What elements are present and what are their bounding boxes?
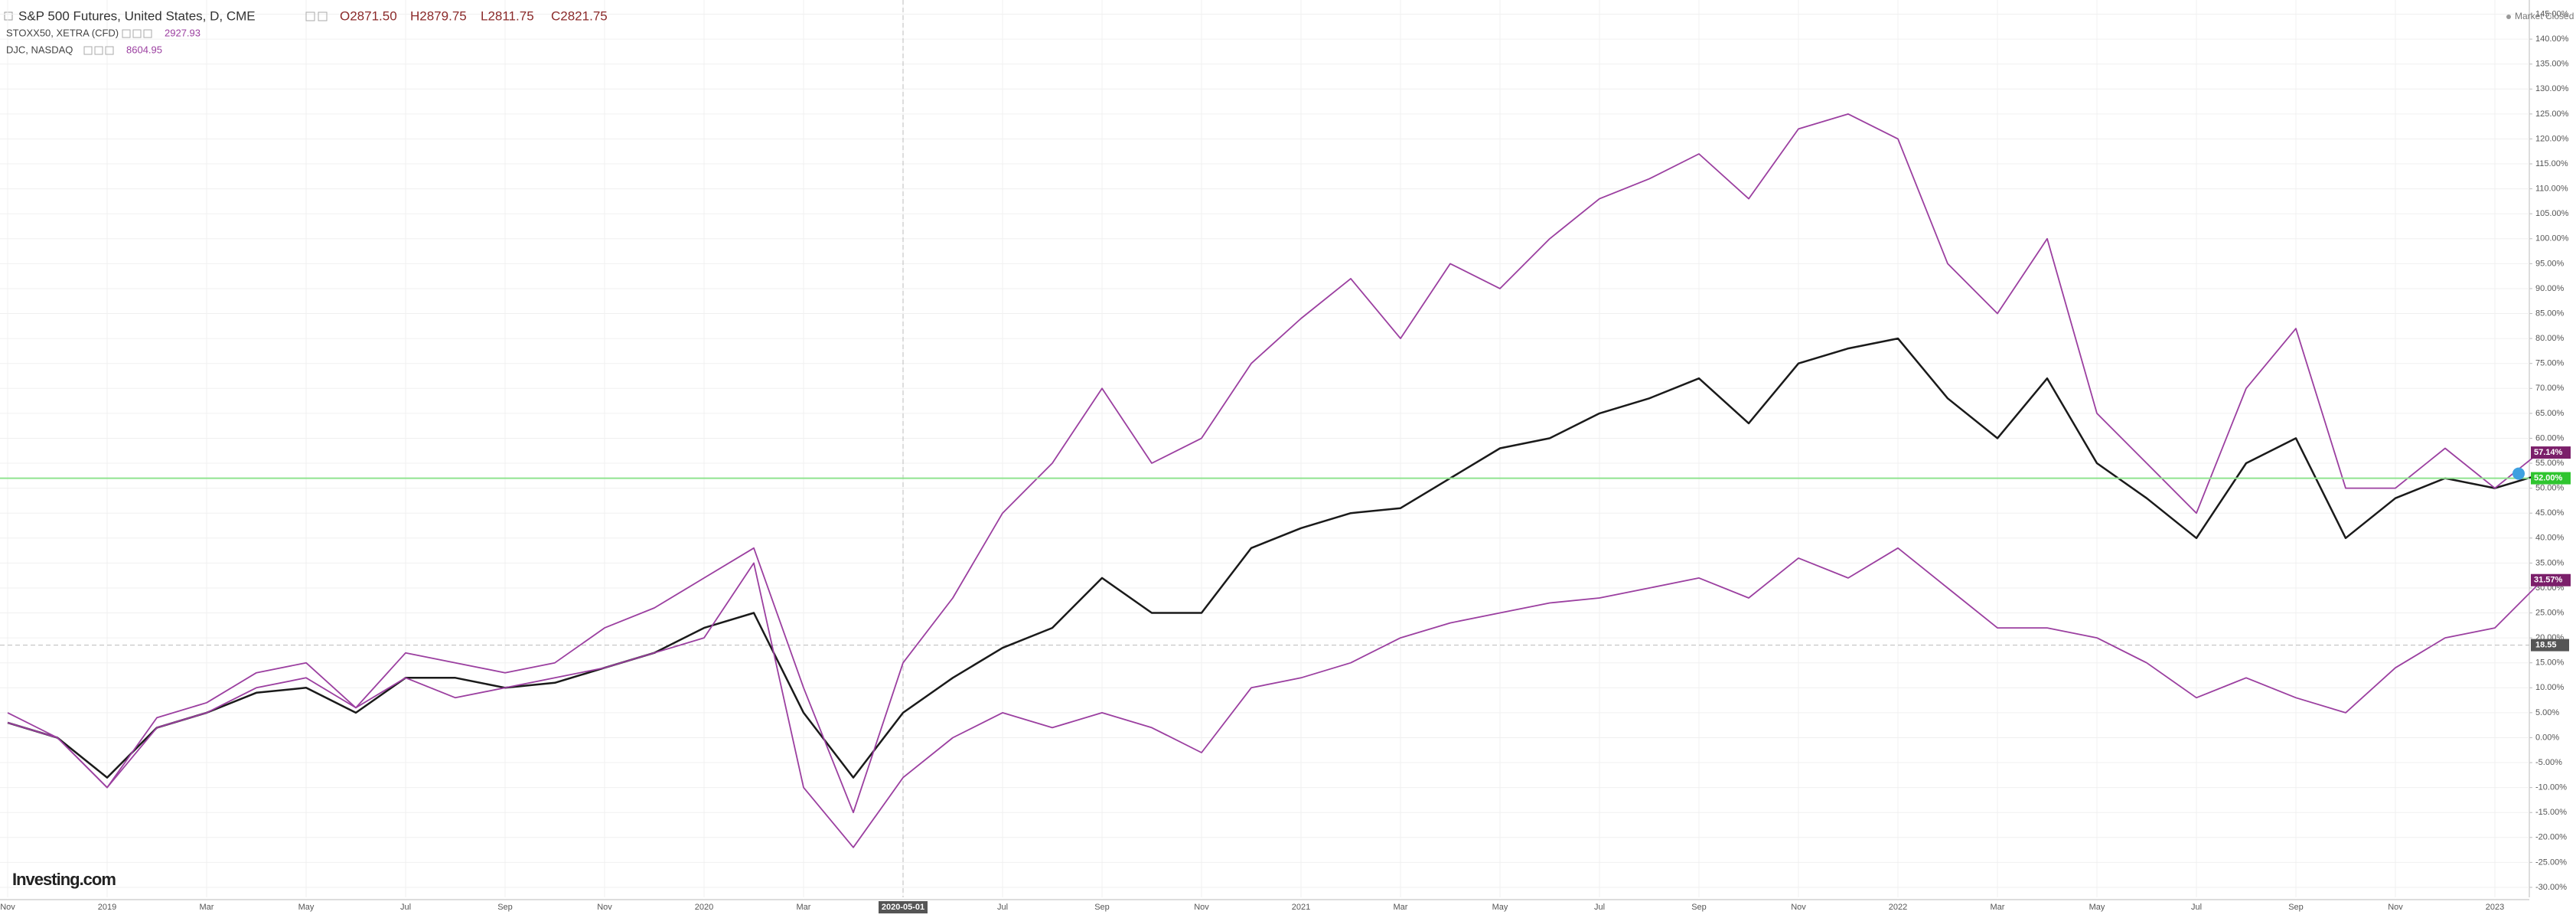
y-tick-label: 50.00% [2535, 484, 2565, 493]
x-tick-label: Mar [797, 903, 811, 912]
y-tick-label: -20.00% [2535, 833, 2567, 842]
symbol-title: S&P 500 Futures, United States, D, CME [18, 8, 256, 23]
x-tick-label: 2020-05-01 [882, 903, 924, 912]
crosshair-y-badge [2531, 639, 2569, 652]
y-tick-label: 70.00% [2535, 384, 2565, 393]
header-icon [143, 29, 152, 38]
price-label: 57.14% [2534, 448, 2563, 457]
x-tick-label: Sep [1691, 903, 1707, 912]
x-tick-label: May [1492, 903, 1508, 912]
collapse-icon[interactable] [4, 11, 13, 21]
header-icon [83, 46, 93, 55]
ohlc-value: C2821.75 [551, 8, 608, 23]
y-tick-label: 140.00% [2535, 34, 2569, 44]
y-tick-label: -30.00% [2535, 883, 2567, 892]
y-tick-label: 75.00% [2535, 359, 2565, 368]
x-tick-label: Nov [1194, 903, 1209, 912]
x-tick-label: Jul [400, 903, 411, 912]
y-tick-label: 45.00% [2535, 508, 2565, 518]
y-tick-label: 10.00% [2535, 683, 2565, 692]
y-tick-label: 120.00% [2535, 134, 2569, 143]
x-tick-label: Nov [0, 903, 15, 912]
x-tick-label: Sep [2288, 903, 2304, 912]
x-tick-label: Sep [497, 903, 513, 912]
series-line [7, 113, 2545, 814]
price-label: 31.57% [2534, 576, 2563, 585]
x-tick-label: Nov [1791, 903, 1806, 912]
y-tick-label: -5.00% [2535, 758, 2562, 767]
price-badge [2531, 573, 2571, 586]
y-tick-label: 55.00% [2535, 459, 2565, 468]
y-tick-label: 65.00% [2535, 409, 2565, 418]
y-tick-label: 5.00% [2535, 708, 2559, 717]
x-tick-label: Jul [2191, 903, 2202, 912]
x-tick-label: Nov [597, 903, 612, 912]
y-tick-label: 60.00% [2535, 433, 2565, 443]
compare-name: STOXX50, XETRA (CFD) [6, 27, 119, 38]
x-tick-label: Nov [2388, 903, 2403, 912]
compare-name: DJC, NASDAQ [6, 44, 73, 55]
y-tick-label: 25.00% [2535, 608, 2565, 617]
y-tick-label: 110.00% [2535, 185, 2568, 194]
x-tick-label: 2023 [2486, 903, 2504, 912]
y-tick-label: 85.00% [2535, 309, 2565, 318]
x-tick-label: Mar [1394, 903, 1408, 912]
y-tick-label: -10.00% [2535, 783, 2567, 792]
crosshair-y-label: 18.55 [2535, 640, 2557, 649]
header-icon [105, 46, 114, 55]
y-tick-label: 115.00% [2535, 159, 2568, 168]
y-tick-label: -25.00% [2535, 858, 2567, 867]
price-label: 52.00% [2534, 473, 2563, 482]
crosshair-x-badge [879, 901, 928, 913]
ohlc-value: L2811.75 [481, 8, 534, 23]
y-tick-label: 125.00% [2535, 109, 2569, 119]
y-tick-label: 80.00% [2535, 334, 2565, 343]
series-line [7, 337, 2545, 779]
header-icon [122, 29, 131, 38]
x-tick-label: Jul [1594, 903, 1605, 912]
x-tick-label: 2022 [1889, 903, 1907, 912]
header-icon [318, 11, 328, 21]
x-tick-label: Jul [997, 903, 1008, 912]
y-tick-label: 100.00% [2535, 234, 2569, 243]
y-tick-label: 135.00% [2535, 60, 2569, 69]
x-tick-label: Mar [1991, 903, 2005, 912]
y-tick-label: 145.00% [2535, 9, 2569, 18]
alert-icon [2512, 467, 2525, 480]
brand: Investing.com [12, 870, 116, 889]
x-tick-label: May [2089, 903, 2105, 912]
y-tick-label: 15.00% [2535, 658, 2565, 668]
compare-last: 2927.93 [165, 27, 201, 38]
header-icon [305, 11, 315, 21]
x-tick-label: Mar [200, 903, 214, 912]
ohlc-value: H2879.75 [410, 8, 467, 23]
y-tick-label: 35.00% [2535, 558, 2565, 567]
y-tick-label: 105.00% [2535, 209, 2569, 218]
price-badge [2531, 472, 2571, 485]
x-tick-label: 2019 [98, 903, 116, 912]
x-tick-label: 2020 [695, 903, 713, 912]
compare-last: 8604.95 [126, 44, 162, 55]
x-tick-label: 2021 [1292, 903, 1310, 912]
y-tick-label: 90.00% [2535, 284, 2565, 293]
market-status: Market Closed [2515, 11, 2574, 21]
x-tick-label: May [298, 903, 315, 912]
header-icon [94, 46, 103, 55]
price-badge [2531, 446, 2571, 459]
y-tick-label: 0.00% [2535, 733, 2559, 742]
y-tick-label: 95.00% [2535, 259, 2565, 268]
series-line [7, 547, 2545, 848]
y-tick-label: 40.00% [2535, 534, 2565, 543]
x-tick-label: Sep [1094, 903, 1110, 912]
header-icon [132, 29, 142, 38]
y-tick-label: -15.00% [2535, 808, 2567, 817]
ohlc-value: O2871.50 [340, 8, 397, 23]
status-dot [2506, 15, 2511, 19]
y-tick-label: 130.00% [2535, 84, 2569, 93]
